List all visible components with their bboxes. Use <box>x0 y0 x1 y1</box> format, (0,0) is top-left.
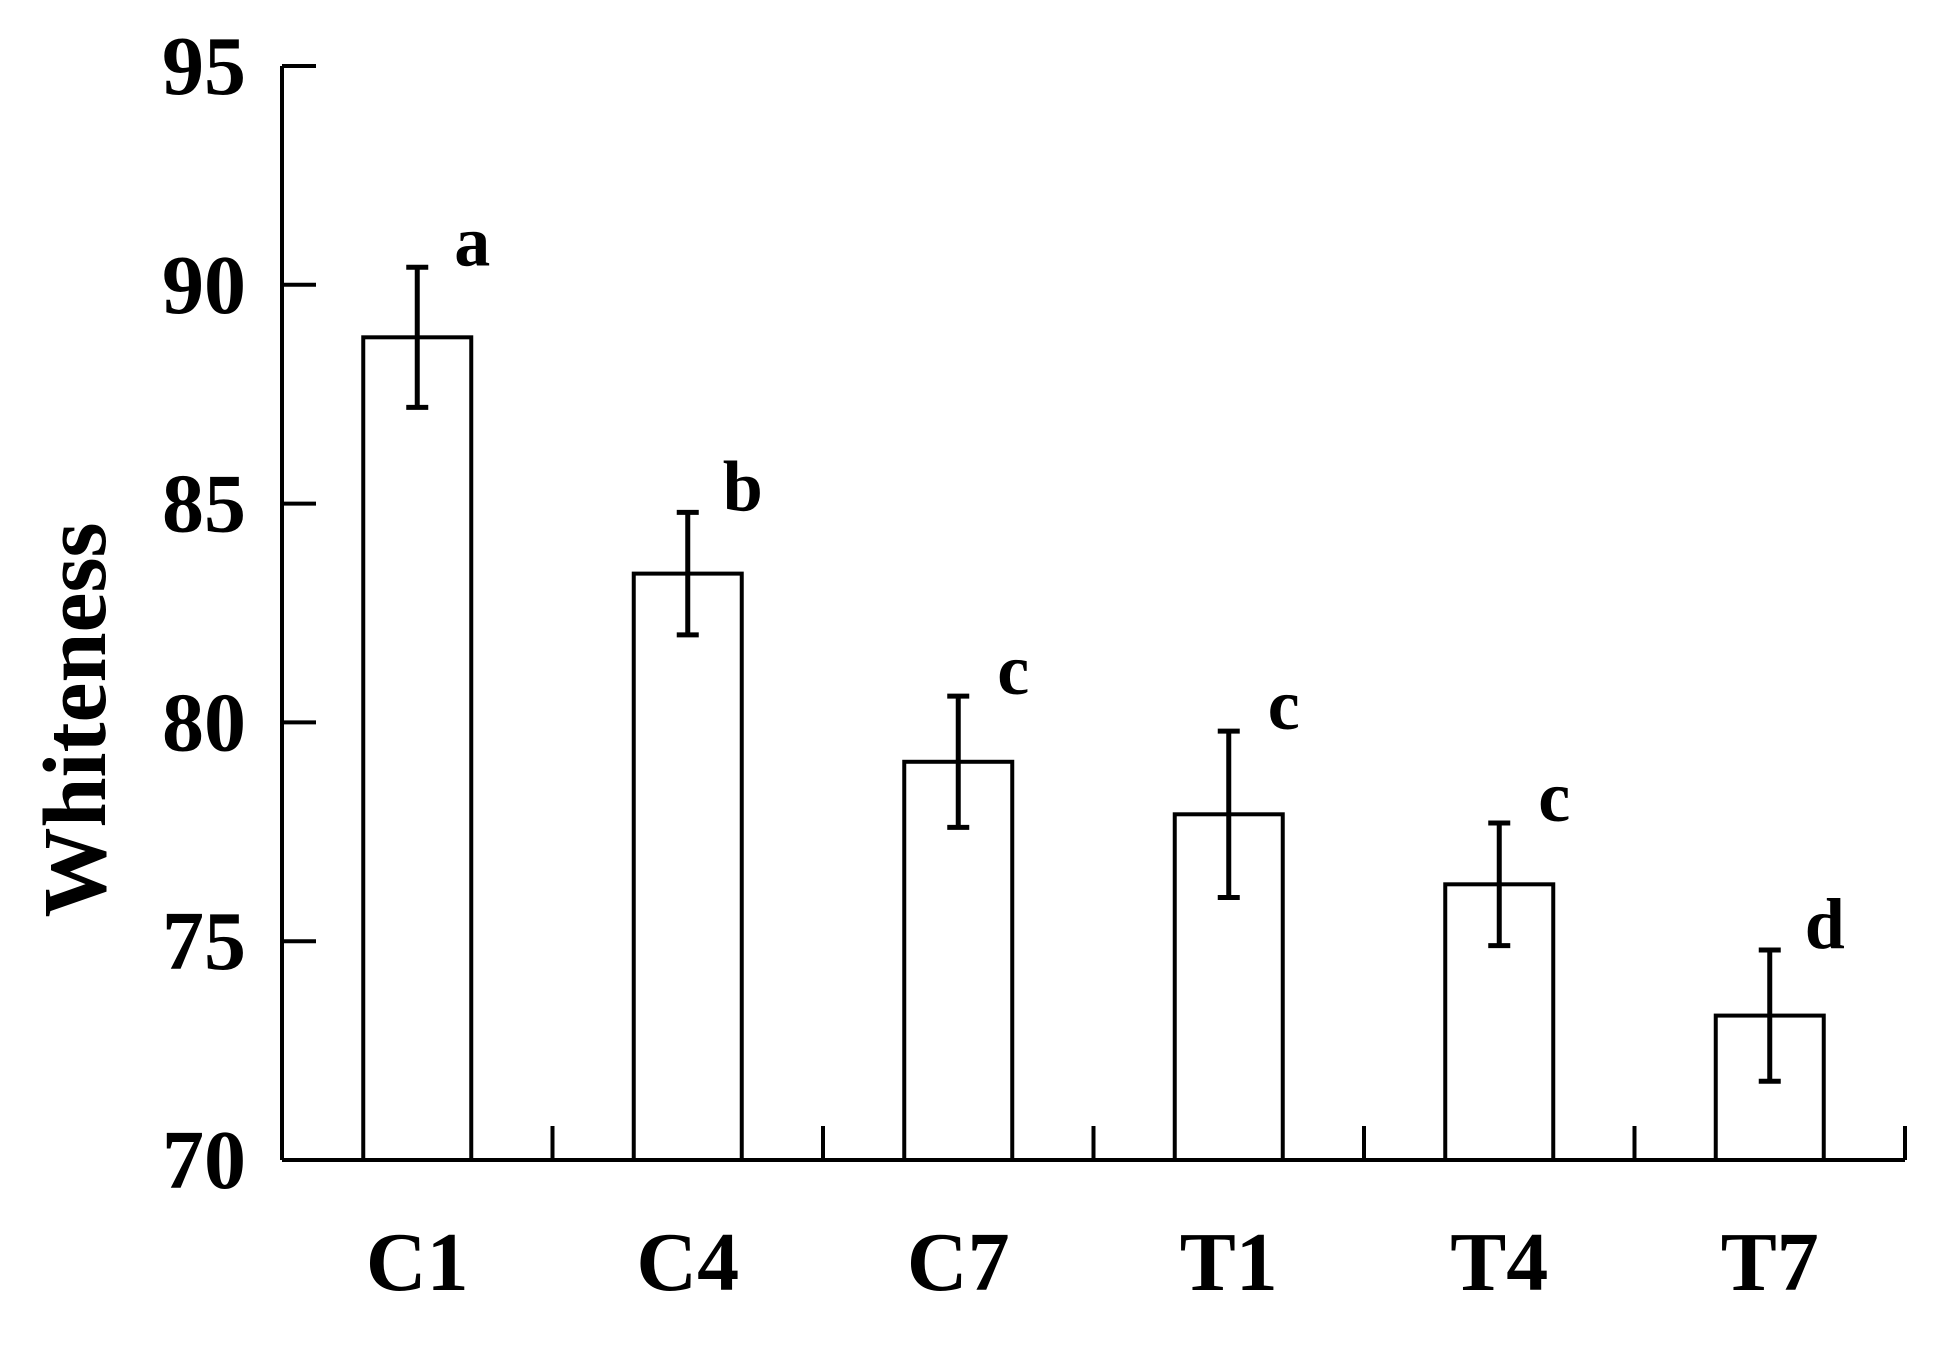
y-tick-label: 80 <box>162 676 246 769</box>
y-tick-label: 75 <box>162 895 246 988</box>
y-tick-label: 95 <box>162 20 246 113</box>
x-tick-label: C7 <box>907 1216 1010 1309</box>
bar-t4 <box>1443 882 1556 1162</box>
y-axis-title: Whiteness <box>26 522 125 917</box>
significance-label: c <box>997 630 1029 710</box>
bar-c4 <box>631 571 744 1162</box>
labels-group: 70 75 80 85 90 95 a C1 b C4 c C7 c T1 c T4 d T7 <box>162 20 1845 1309</box>
significance-label: d <box>1805 884 1845 964</box>
x-tick-label: T4 <box>1450 1216 1548 1309</box>
y-tick-label: 70 <box>162 1114 246 1207</box>
significance-label: b <box>723 446 763 526</box>
x-tick-label: T7 <box>1721 1216 1819 1309</box>
y-tick-label: 90 <box>162 239 246 332</box>
x-tick-label: T1 <box>1180 1216 1278 1309</box>
significance-label: c <box>1538 757 1570 837</box>
bar-c1 <box>361 335 474 1162</box>
y-tick-label: 85 <box>162 458 246 551</box>
x-tick-label: C4 <box>636 1216 739 1309</box>
x-tick-label: C1 <box>366 1216 469 1309</box>
axes <box>280 64 1907 1162</box>
bar-c7 <box>902 759 1015 1162</box>
significance-label: c <box>1268 665 1300 745</box>
bars-group <box>361 335 1826 1163</box>
significance-label: a <box>454 201 490 281</box>
error-bars-group <box>406 264 1781 1084</box>
